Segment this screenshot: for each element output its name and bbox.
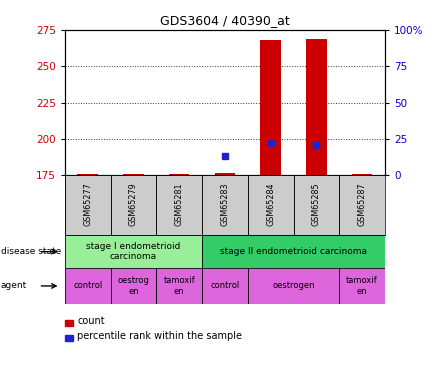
Bar bbox=[110, 175, 156, 235]
Bar bbox=[248, 175, 293, 235]
Text: oestrog
en: oestrog en bbox=[117, 276, 149, 296]
Text: oestrogen: oestrogen bbox=[272, 281, 315, 290]
Text: stage I endometrioid
carcinoma: stage I endometrioid carcinoma bbox=[86, 242, 180, 261]
Text: GSM65284: GSM65284 bbox=[266, 182, 275, 226]
Bar bbox=[248, 268, 339, 304]
Bar bbox=[169, 174, 190, 175]
Text: tamoxif
en: tamoxif en bbox=[346, 276, 378, 296]
Bar bbox=[156, 268, 202, 304]
Text: control: control bbox=[73, 281, 102, 290]
Text: stage II endometrioid carcinoma: stage II endometrioid carcinoma bbox=[220, 247, 367, 256]
Text: GSM65279: GSM65279 bbox=[129, 182, 138, 226]
Bar bbox=[65, 175, 110, 235]
Bar bbox=[339, 268, 385, 304]
Text: GSM65283: GSM65283 bbox=[220, 182, 230, 226]
Text: control: control bbox=[210, 281, 240, 290]
Text: agent: agent bbox=[1, 281, 27, 290]
Bar bbox=[110, 268, 156, 304]
Bar bbox=[65, 235, 202, 268]
Bar bbox=[202, 235, 385, 268]
Text: GSM65277: GSM65277 bbox=[83, 182, 92, 226]
Bar bbox=[202, 268, 248, 304]
Title: GDS3604 / 40390_at: GDS3604 / 40390_at bbox=[160, 15, 290, 27]
Bar bbox=[260, 40, 281, 175]
Bar bbox=[339, 175, 385, 235]
Text: count: count bbox=[77, 316, 105, 326]
Bar bbox=[78, 174, 98, 175]
Bar bbox=[293, 175, 339, 235]
Text: disease state: disease state bbox=[1, 247, 61, 256]
Text: GSM65281: GSM65281 bbox=[175, 182, 184, 226]
Bar bbox=[156, 175, 202, 235]
Text: tamoxif
en: tamoxif en bbox=[163, 276, 195, 296]
Bar bbox=[202, 175, 248, 235]
Bar bbox=[215, 173, 235, 175]
Text: GSM65287: GSM65287 bbox=[358, 182, 367, 226]
Text: percentile rank within the sample: percentile rank within the sample bbox=[77, 331, 242, 340]
Text: GSM65285: GSM65285 bbox=[312, 182, 321, 226]
Bar bbox=[123, 174, 144, 175]
Bar bbox=[352, 174, 372, 175]
Bar bbox=[306, 39, 327, 175]
Bar bbox=[65, 268, 110, 304]
